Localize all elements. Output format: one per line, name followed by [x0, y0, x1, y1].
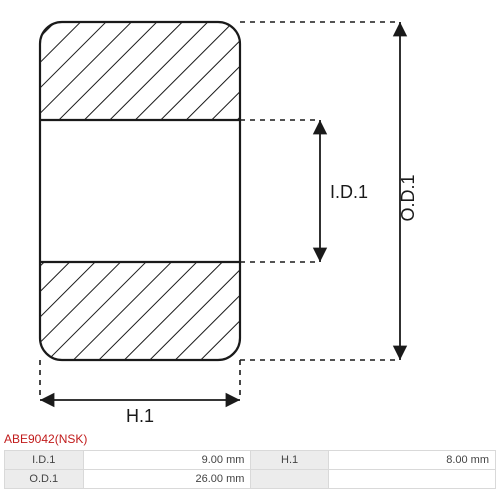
spec-key — [251, 470, 328, 489]
hatched-top — [40, 22, 240, 120]
dim-h-label: H.1 — [126, 406, 154, 426]
spec-value: 9.00 mm — [83, 451, 251, 470]
spec-key: I.D.1 — [5, 451, 84, 470]
spec-key: H.1 — [251, 451, 328, 470]
table-row: O.D.1 26.00 mm — [5, 470, 496, 489]
part-mfr: (NSK) — [55, 432, 88, 446]
part-title: ABE9042(NSK) — [4, 432, 87, 446]
table-row: I.D.1 9.00 mm H.1 8.00 mm — [5, 451, 496, 470]
part-code: ABE9042 — [4, 432, 55, 446]
dim-od-label: O.D.1 — [398, 174, 418, 221]
hatched-bottom — [40, 262, 240, 360]
spec-value: 26.00 mm — [83, 470, 251, 489]
dim-id-label: I.D.1 — [330, 182, 368, 202]
bearing-cross-section-diagram: O.D.1 I.D.1 H.1 — [0, 0, 500, 430]
spec-table: I.D.1 9.00 mm H.1 8.00 mm O.D.1 26.00 mm — [4, 450, 496, 489]
spec-key: O.D.1 — [5, 470, 84, 489]
spec-value — [328, 470, 495, 489]
spec-value: 8.00 mm — [328, 451, 495, 470]
